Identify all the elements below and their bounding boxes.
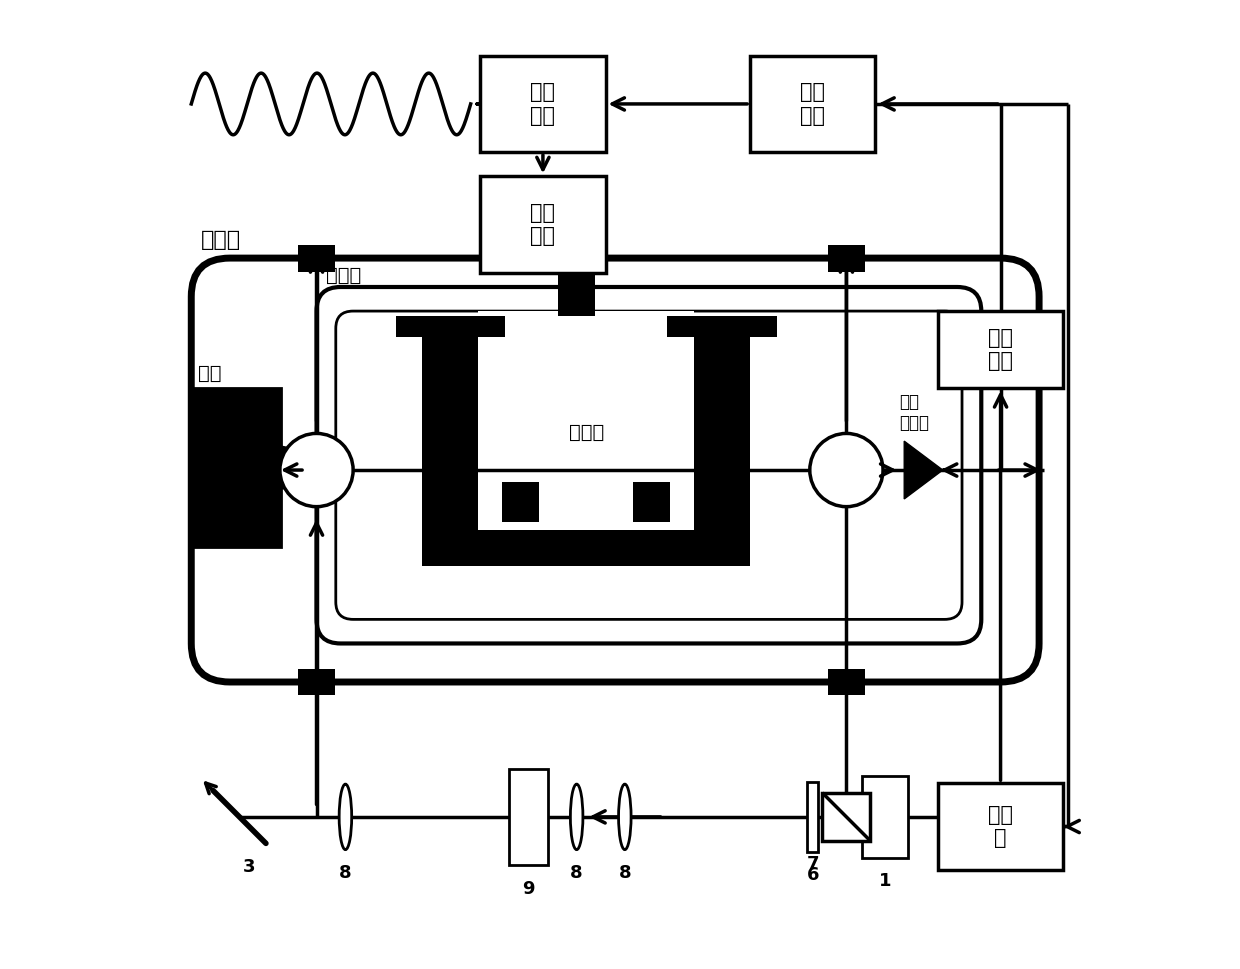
Text: 微波腔: 微波腔 [569,423,604,442]
Polygon shape [904,441,942,499]
Bar [502,482,539,522]
Bar [396,316,506,337]
FancyBboxPatch shape [480,56,605,152]
Bar [828,244,864,271]
Bar [822,793,870,841]
Bar [667,316,777,337]
Ellipse shape [619,784,631,850]
FancyBboxPatch shape [336,311,962,619]
Bar [558,258,595,316]
Bar [193,389,281,547]
Wedge shape [281,447,303,488]
Text: 压控
晶振: 压控 晶振 [531,82,556,126]
FancyBboxPatch shape [937,783,1063,870]
Text: 铯炉: 铯炉 [198,364,222,384]
Text: 6: 6 [806,866,818,884]
Text: 3: 3 [243,858,255,876]
FancyBboxPatch shape [750,56,875,152]
Text: 磁屏蔽: 磁屏蔽 [326,266,361,285]
Bar [479,311,694,530]
Text: 荧光
信号: 荧光 信号 [988,328,1013,371]
Text: 8: 8 [339,864,352,882]
Text: 8: 8 [619,864,631,882]
Bar [807,782,818,852]
Bar [298,244,335,271]
Text: 7: 7 [806,856,818,873]
Bar [510,768,548,865]
Bar [423,316,479,530]
Bar [634,482,670,522]
Text: 激光
器: 激光 器 [988,805,1013,848]
FancyBboxPatch shape [937,311,1063,389]
Bar [558,253,595,263]
Text: 1: 1 [879,872,892,891]
FancyBboxPatch shape [480,176,605,272]
Bar [831,676,862,688]
Bar [423,530,750,567]
Ellipse shape [340,784,352,850]
Text: 光电
探测器: 光电 探测器 [899,392,930,431]
Circle shape [280,433,353,507]
Text: 9: 9 [522,880,534,897]
Text: 倍频
综合: 倍频 综合 [531,203,556,246]
FancyBboxPatch shape [191,258,1039,682]
Circle shape [810,433,883,507]
Bar [862,776,908,858]
Bar [694,316,750,530]
Bar [301,676,332,688]
Bar [298,669,335,696]
Text: 铯束管: 铯束管 [201,231,241,250]
Text: 8: 8 [570,864,583,882]
Ellipse shape [570,784,583,850]
Bar [828,669,864,696]
FancyBboxPatch shape [316,287,981,643]
Text: 伺服
控制: 伺服 控制 [800,82,825,126]
